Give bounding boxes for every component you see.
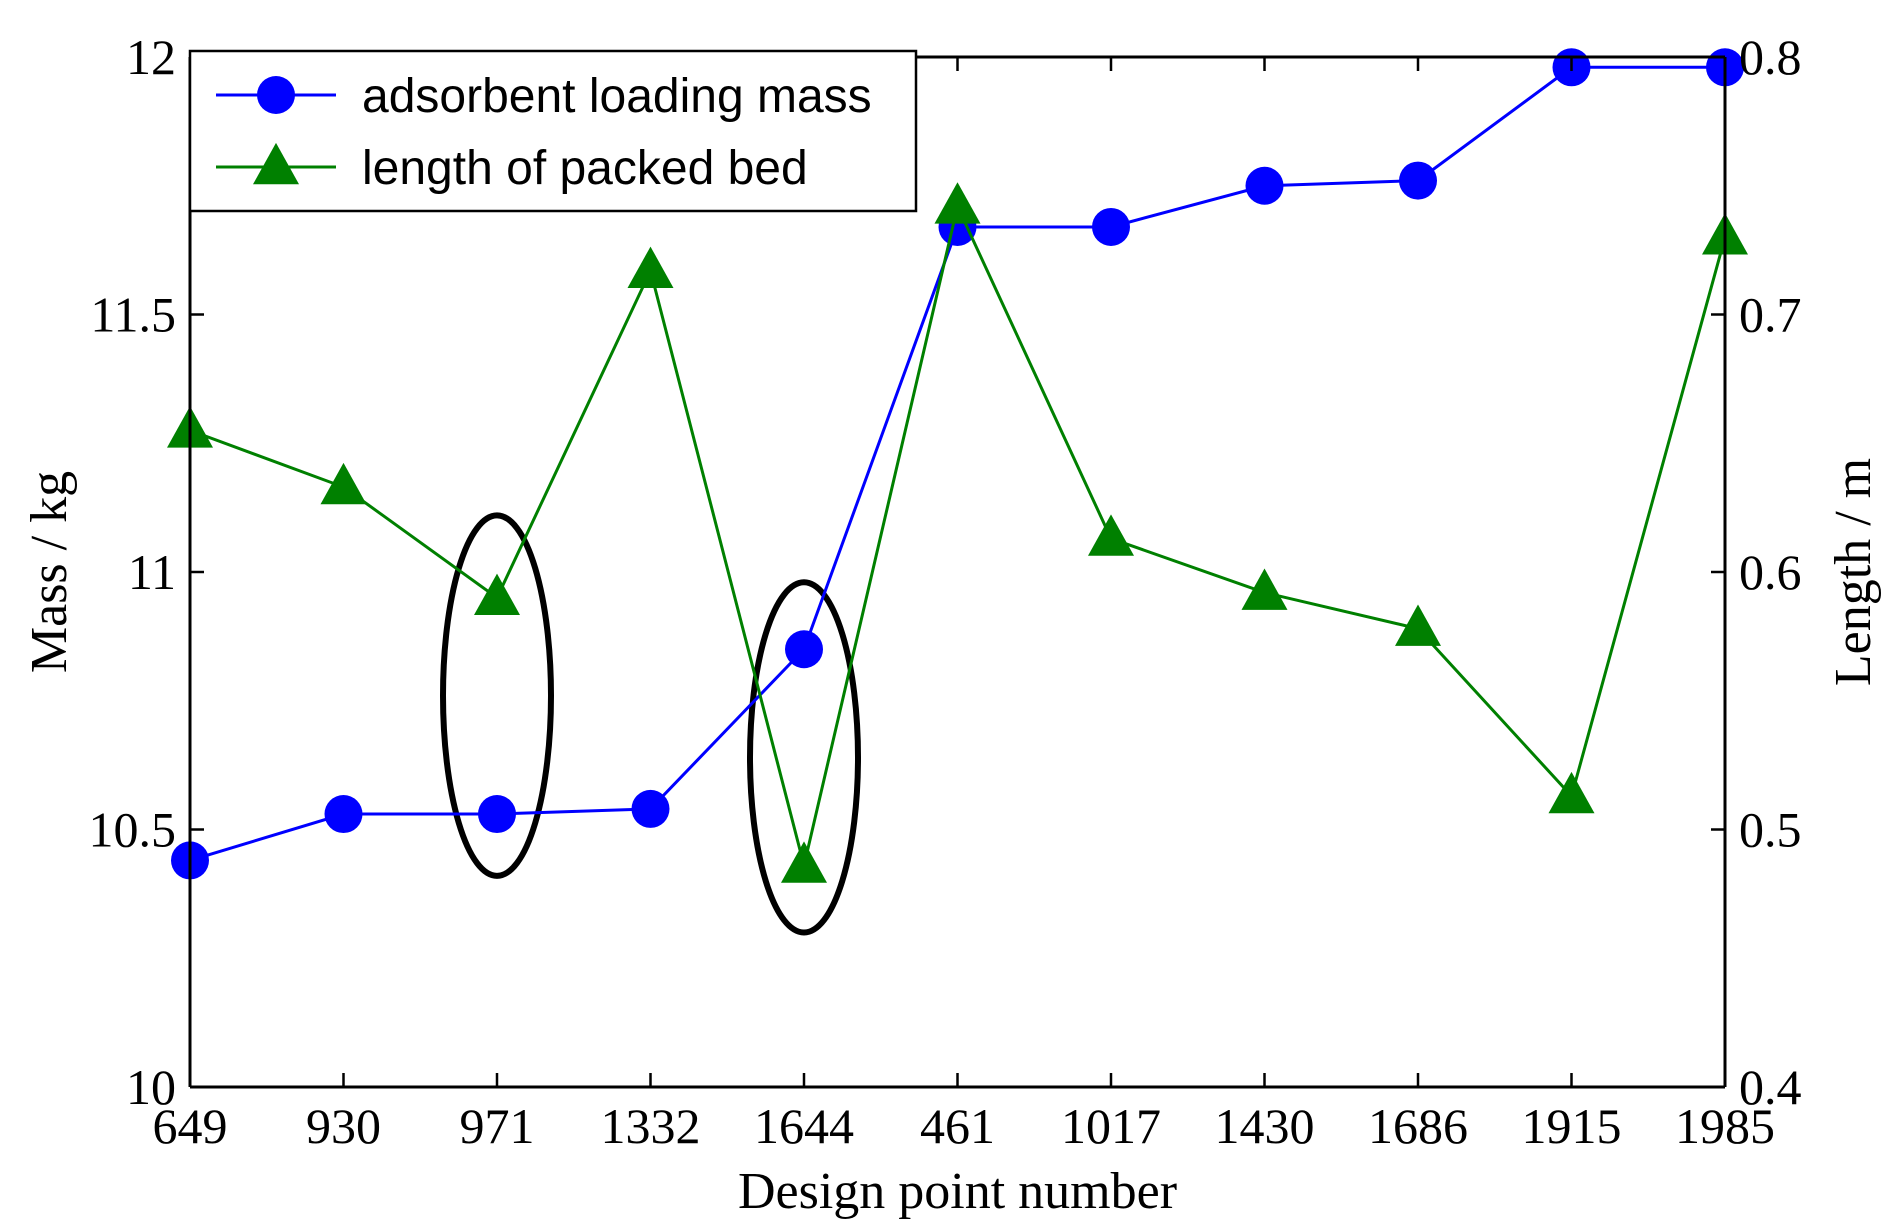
left-y-tick-label: 10.5 bbox=[89, 802, 177, 858]
data-point-circle bbox=[1399, 161, 1437, 200]
data-point-circle bbox=[1245, 166, 1284, 205]
data-point-circle bbox=[785, 630, 823, 669]
data-point-triangle bbox=[1395, 604, 1441, 646]
data-point-triangle bbox=[1088, 514, 1134, 556]
x-tick-label-1332: 1332 bbox=[601, 1098, 701, 1154]
x-tick-label-649: 649 bbox=[153, 1098, 228, 1154]
right-y-axis-title: Length / m bbox=[1825, 458, 1882, 686]
right-y-tick-label: 0.6 bbox=[1739, 544, 1802, 600]
x-tick-label-1686: 1686 bbox=[1368, 1098, 1468, 1154]
highlight-ellipse bbox=[747, 579, 861, 936]
left-y-tick-label: 10 bbox=[126, 1059, 176, 1115]
x-tick-label-461: 461 bbox=[920, 1098, 995, 1154]
legend: adsorbent loading mass length of packed b… bbox=[188, 49, 918, 213]
data-point-triangle bbox=[934, 182, 981, 224]
x-axis-title: Design point number bbox=[738, 1163, 1177, 1220]
x-tick-label-1644: 1644 bbox=[754, 1098, 854, 1154]
axes-layer: 649 930 971 1332 1644 461 1017 1430 1686 1915 1985… bbox=[21, 29, 1882, 1220]
x-tick-label-1017: 1017 bbox=[1061, 1098, 1161, 1154]
series-1 bbox=[167, 182, 1748, 883]
highlight-ellipse bbox=[440, 512, 554, 879]
left-y-axis-title: Mass / kg bbox=[21, 471, 78, 673]
right-y-tick-label: 0.4 bbox=[1739, 1059, 1802, 1115]
x-tick-label-971: 971 bbox=[460, 1098, 535, 1154]
legend-label: length of packed bed bbox=[362, 142, 808, 195]
x-tick-label-1915: 1915 bbox=[1522, 1098, 1622, 1154]
data-point-circle bbox=[324, 795, 363, 834]
legend-label: adsorbent loading mass bbox=[362, 70, 872, 123]
data-point-circle bbox=[631, 789, 670, 828]
data-point-triangle bbox=[474, 573, 520, 615]
x-tick-label-1985: 1985 bbox=[1675, 1098, 1775, 1154]
series-layer bbox=[167, 48, 1748, 883]
left-y-tick-label: 12 bbox=[126, 29, 176, 85]
right-y-tick-label: 0.5 bbox=[1739, 802, 1802, 858]
annotations-layer bbox=[440, 512, 861, 936]
legend-marker-triangle bbox=[253, 142, 299, 185]
data-point-triangle bbox=[627, 246, 674, 288]
data-point-triangle bbox=[781, 841, 827, 883]
legend-box bbox=[188, 49, 918, 213]
data-point-circle bbox=[1092, 207, 1130, 246]
data-point-circle bbox=[478, 795, 516, 834]
legend-marker-circle bbox=[257, 76, 295, 114]
x-tick-label-930: 930 bbox=[306, 1098, 381, 1154]
right-y-tick-label: 0.8 bbox=[1739, 29, 1802, 85]
left-y-tick-label: 11 bbox=[128, 544, 176, 600]
left-y-tick-label: 11.5 bbox=[90, 287, 176, 343]
data-point-triangle bbox=[1241, 568, 1288, 610]
series-line bbox=[189, 201, 1727, 866]
data-point-triangle bbox=[320, 462, 367, 505]
x-tick-label-1430: 1430 bbox=[1215, 1098, 1315, 1154]
data-point-triangle bbox=[1548, 771, 1595, 814]
right-y-tick-label: 0.7 bbox=[1739, 287, 1802, 343]
